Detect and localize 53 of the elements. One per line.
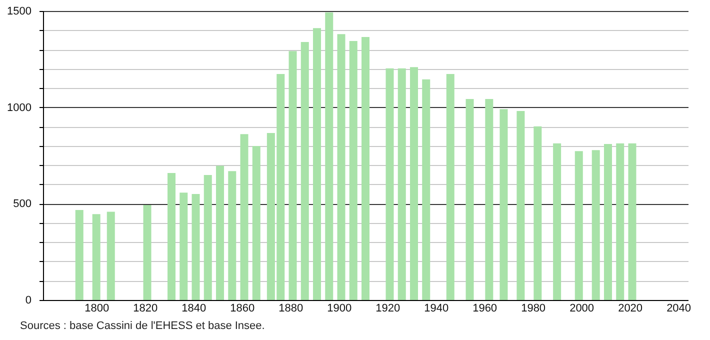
x-tick-label: 1900 bbox=[327, 302, 352, 314]
bar bbox=[516, 110, 525, 300]
x-tick-label: 1980 bbox=[521, 302, 546, 314]
bar bbox=[143, 205, 152, 300]
x-tick-label: 1840 bbox=[182, 302, 206, 314]
bar bbox=[386, 68, 394, 300]
bar bbox=[616, 143, 624, 300]
bar bbox=[168, 173, 176, 300]
bar bbox=[362, 37, 370, 300]
bar bbox=[240, 134, 248, 300]
source-note: Sources : base Cassini de l'EHESS et base Insee. bbox=[20, 320, 265, 332]
x-tick-label: 1860 bbox=[230, 302, 255, 314]
bar bbox=[300, 42, 309, 300]
bar bbox=[106, 212, 115, 300]
y-tick-label: 1500 bbox=[7, 6, 32, 18]
bar bbox=[325, 12, 334, 300]
x-tick-label: 1800 bbox=[84, 302, 110, 314]
x-tick-label: 1920 bbox=[376, 302, 400, 314]
x-tick-label: 1820 bbox=[133, 302, 158, 314]
bar bbox=[628, 143, 636, 300]
bar bbox=[574, 151, 583, 300]
bar bbox=[337, 34, 346, 300]
bar bbox=[592, 150, 600, 300]
bar bbox=[92, 214, 100, 300]
bar bbox=[313, 28, 322, 300]
y-tick-label: 500 bbox=[13, 198, 32, 210]
x-tick-label: 2000 bbox=[570, 302, 594, 314]
bar bbox=[553, 143, 562, 300]
bar bbox=[398, 68, 406, 300]
bar bbox=[192, 194, 200, 300]
bar bbox=[180, 192, 188, 300]
bar bbox=[204, 174, 212, 300]
bar bbox=[216, 166, 224, 300]
x-tick-label: 1940 bbox=[424, 302, 449, 314]
x-tick-label: 2040 bbox=[666, 302, 692, 314]
bar bbox=[446, 74, 454, 300]
x-tick-label: 1960 bbox=[472, 302, 498, 314]
bar bbox=[500, 109, 508, 300]
bar bbox=[485, 99, 494, 300]
x-tick-label: 1880 bbox=[278, 302, 304, 314]
bar bbox=[604, 144, 612, 300]
bar bbox=[349, 41, 358, 300]
bar bbox=[534, 126, 542, 300]
bar bbox=[466, 99, 474, 300]
y-tick-label: 1000 bbox=[7, 102, 32, 114]
bar bbox=[422, 79, 430, 300]
x-tick-label: 2020 bbox=[618, 302, 643, 314]
bar bbox=[410, 67, 418, 300]
bar bbox=[288, 51, 297, 300]
bar bbox=[252, 146, 260, 300]
bar bbox=[228, 171, 236, 300]
bar bbox=[75, 210, 84, 300]
y-tick-label: 0 bbox=[25, 294, 32, 306]
